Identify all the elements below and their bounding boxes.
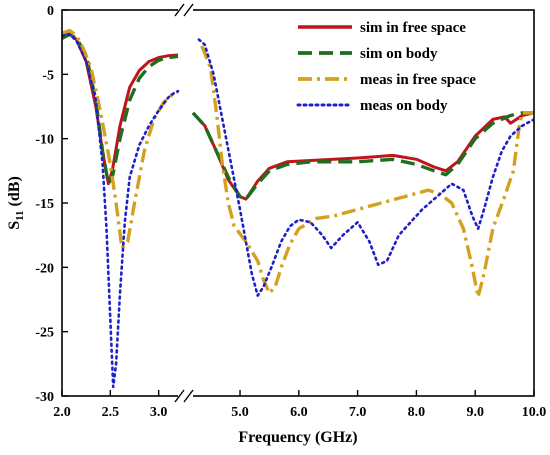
y-tick-label: -5 [42,68,54,83]
axis-break-slash [183,389,194,403]
y-tick-label: -10 [35,133,54,148]
y-axis-label-main: S [6,221,23,230]
x-tick-label: 3.0 [150,405,168,420]
axis-break-gap [178,6,193,14]
x-tick-label: 7.0 [349,405,367,420]
series-line-3-segment-2 [200,45,534,299]
x-tick-label: 10.0 [522,405,547,420]
axis-break-slash [174,389,185,403]
legend-label-1: sim in free space [360,20,466,36]
ticks-layer: -30 -25 -20 -15 -10 -5 0 2.0 2.5 3.0 5.0 6.0 7.0 8.0 9… [35,4,546,420]
y-axis-label-sub: 11 [14,210,26,220]
axis-break-slash [174,3,185,17]
y-axis-label-unit: (dB) [6,176,23,210]
y-tick-label: -25 [35,326,54,341]
y-tick-label: -20 [35,261,54,276]
series-layer [62,28,534,389]
legend-label-4: meas on body [360,98,448,114]
axis-break-gap [178,392,193,400]
x-tick-label: 2.0 [53,405,71,420]
y-axis-label: S11 (dB) [6,176,26,230]
series-line-4-segment-2 [197,38,534,297]
axis-break-slash [183,3,194,17]
x-tick-label: 6.0 [290,405,308,420]
x-tick-label: 5.0 [231,405,249,420]
axis-break [174,3,194,403]
y-tick-label: -15 [35,197,54,212]
x-tick-label: 9.0 [466,405,484,420]
legend-label-3: meas in free space [360,72,476,88]
x-axis-label: Frequency (GHz) [238,429,357,446]
x-tick-label: 8.0 [408,405,426,420]
series-line-2-segment-2 [191,111,534,201]
y-tick-label: 0 [47,4,54,19]
series-line-4-segment-1 [62,33,180,389]
series-line-1-segment-2 [191,111,534,201]
legend-label-2: sim on body [360,46,438,62]
x-tick-label: 2.5 [102,405,120,420]
legend: sim in free space sim on body meas in free… [296,20,476,114]
y-tick-label: -30 [35,390,54,405]
